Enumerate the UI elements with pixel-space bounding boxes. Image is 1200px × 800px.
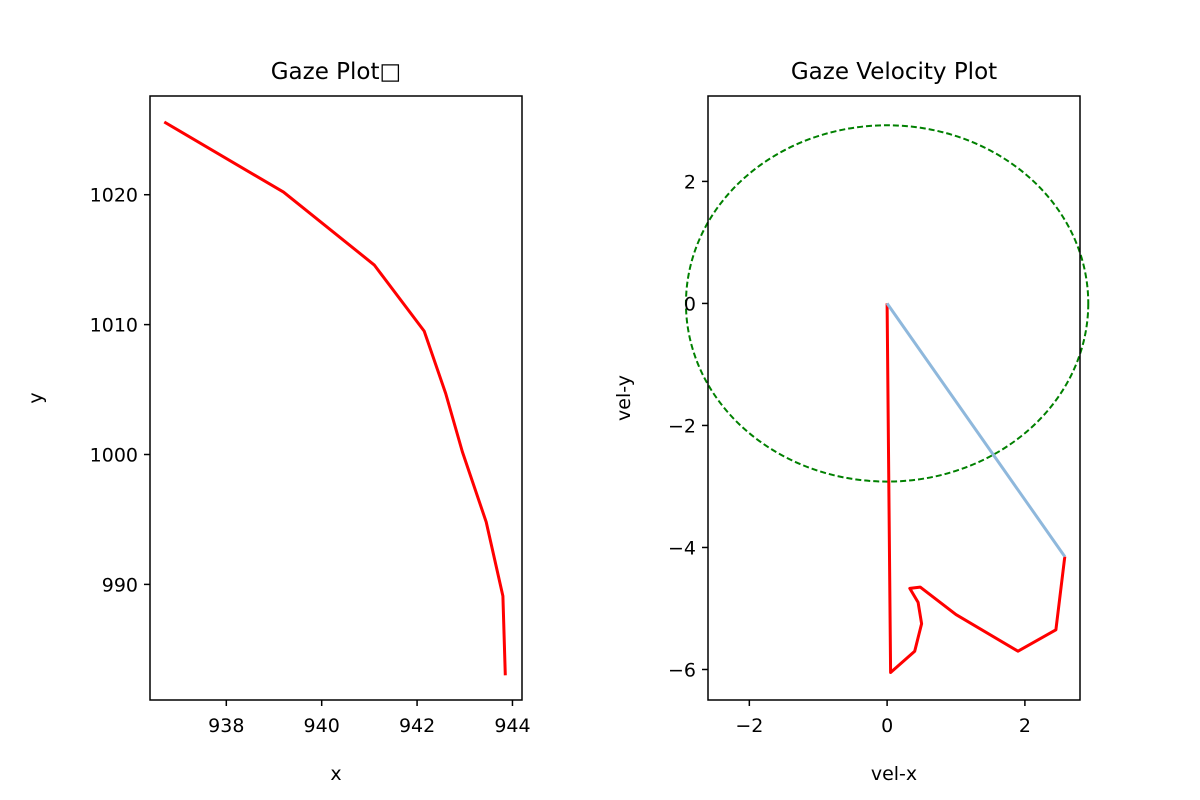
y-tick-label: −2 [668,415,696,437]
gaze-velocity-lines [684,124,1090,674]
x-tick-label: −2 [735,715,763,737]
gaze-plot-y-label: y [25,392,47,403]
gaze-velocity-x-label: vel-x [871,763,917,785]
series-line-0 [885,303,1067,674]
series-line-0 [163,120,507,676]
gaze-velocity-y-ticks: −6 −4 −2 0 2 [668,171,708,681]
gaze-velocity-frame [707,95,1081,701]
gaze-plot-panel: Gaze Plot□ 938 940 942 944 990100010101020 … [25,59,531,785]
y-tick-label: 1020 [90,185,138,207]
y-tick-label: 0 [684,293,696,315]
gaze-plot-lines [163,120,507,676]
gaze-plot-x-label: x [330,763,341,785]
gaze-plot-frame [149,95,523,701]
gaze-velocity-panel: Gaze Velocity Plot −2 0 2 −6 −4 −2 0 2 vel-x v… [613,59,1090,785]
y-tick-label: 990 [102,574,138,596]
x-tick-label: 940 [304,715,340,737]
y-tick-label: 2 [684,171,696,193]
y-tick-label: −4 [668,537,696,559]
gaze-velocity-x-ticks: −2 0 2 [735,700,1031,737]
gaze-plot-x-ticks: 938 940 942 944 [208,700,531,737]
gaze-plot-title: Gaze Plot□ [271,59,402,85]
gaze-velocity-y-label: vel-y [613,375,635,421]
series-line-1 [885,302,1067,558]
gaze-velocity-title: Gaze Velocity Plot [791,59,997,85]
y-tick-label: 1010 [90,315,138,337]
y-tick-label: −6 [668,659,696,681]
x-tick-label: 942 [399,715,435,737]
x-tick-label: 0 [881,715,893,737]
y-tick-label: 1000 [90,445,138,467]
x-tick-label: 944 [494,715,530,737]
gaze-plot-y-ticks: 990 1000 1010 1020 [90,185,150,596]
x-tick-label: 2 [1019,715,1031,737]
reference-circle [684,124,1090,483]
x-tick-label: 938 [208,715,244,737]
